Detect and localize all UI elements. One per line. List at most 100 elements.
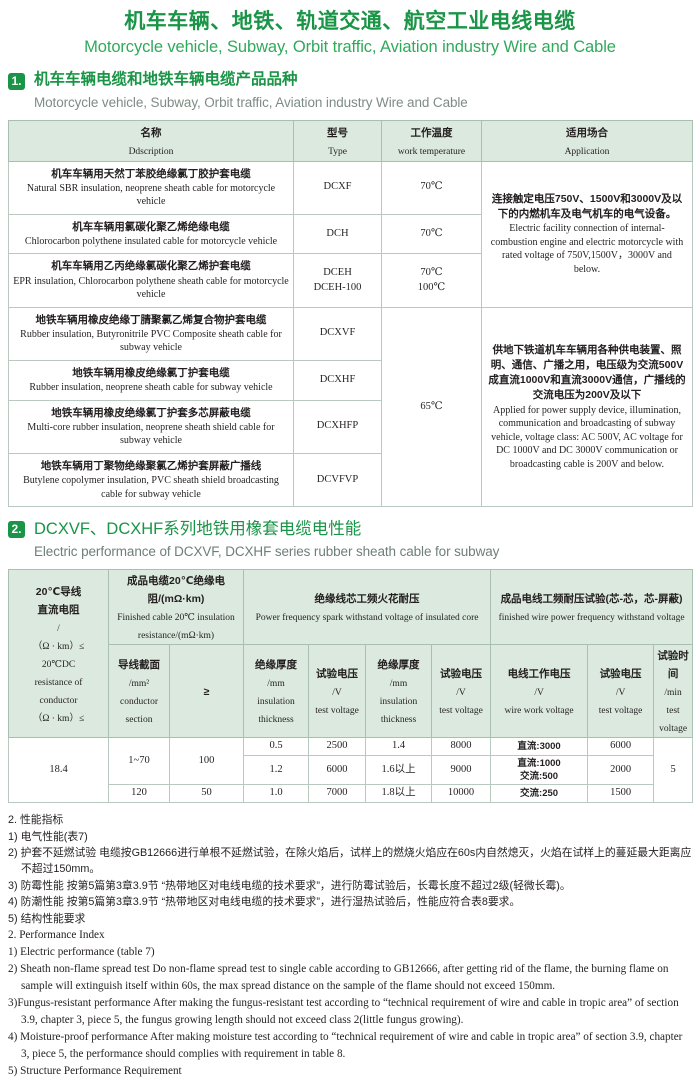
cell-dc-resistance: 18.4 xyxy=(8,737,109,804)
cell-spark-thickness: 1.0 xyxy=(243,784,310,804)
description-cn: 地铁车辆用丁聚物绝缘聚氯乙烯护套屏蔽广播线 xyxy=(40,459,262,472)
cell-description: 地铁车辆用丁聚物绝缘聚氯乙烯护套屏蔽广播线 Butylene copolymer… xyxy=(8,452,294,508)
col-header-description: 名称 Ddscription xyxy=(8,119,294,162)
table-row: 机车车辆用天然丁苯胶绝缘氯丁胶护套电缆 Natural SBR insulati… xyxy=(8,160,693,308)
group-header-finished-wire-en: finished wire power frequency withstand … xyxy=(498,613,685,624)
col-header-type-cn: 型号 xyxy=(327,126,348,139)
resistance-en-line2: conductor xyxy=(39,695,78,706)
cell-temperature: 70℃ xyxy=(381,160,482,215)
sub-header-test-voltage-en: test voltage xyxy=(439,706,483,717)
application-en: Electric facility connection of internal… xyxy=(490,223,684,275)
sub-header-spark-test-voltage-cn: 试验电压 xyxy=(316,668,359,681)
resistance-cn-line3: （Ω · km）≤ xyxy=(32,641,85,652)
catalog-page: 机车车辆、地铁、轨道交通、航空工业电线电缆 Motorcycle vehicle… xyxy=(8,0,694,1077)
sub-header-insulation-thickness-en: insulation thickness xyxy=(379,697,418,726)
table-row: 地铁车辆用橡皮绝缘氯丁护套多芯屏蔽电缆 Multi-core rubber in… xyxy=(8,399,693,454)
table-products-header-row: 名称 Ddscription 型号 Type 工作温度 work tempera… xyxy=(8,119,693,162)
cell-insulation-resistance: 100 xyxy=(168,737,245,786)
work-voltage-line1: 交流:250 xyxy=(520,788,559,800)
application-cn: 供地下铁道机车车辆用各种供电装置、照明、通信、广播之用，电压级为交流500V成直… xyxy=(488,343,686,402)
cell-type: DCXHF xyxy=(293,359,382,401)
table-row: 机车车辆用乙丙绝缘氯碳化聚乙烯护套电缆 EPR insulation, Chlo… xyxy=(8,253,693,308)
cell-insulation-voltage: 8000 xyxy=(431,737,492,756)
sub-header-insulation-thickness-unit: /mm xyxy=(389,679,408,690)
col-header-type-en: Type xyxy=(328,146,347,157)
cell-type: DCXHFP xyxy=(293,399,382,454)
col-header-temperature: 工作温度 work temperature xyxy=(381,119,482,162)
table-performance-group-header-row: 20℃导线 直流电阻 / （Ω · km）≤ 20℃DC resistance … xyxy=(8,569,694,739)
sub-header-test-voltage-cn: 试验电压 xyxy=(440,668,483,681)
table-performance-sub-header-row: 导线截面 /mm² conductor section ≥ 绝缘厚度 /mm i… xyxy=(9,644,694,739)
section-title-en-2: Electric performance of DCXVF, DCXHF ser… xyxy=(34,544,500,560)
notes-cn-item-5: 5) 结构性能要求 xyxy=(8,912,86,925)
cell-test-time: 5 xyxy=(653,737,694,804)
masthead: 机车车辆、地铁、轨道交通、航空工业电线电缆 Motorcycle vehicle… xyxy=(8,0,692,59)
sub-header-conductor-section-cn: 导线截面 xyxy=(118,659,160,672)
notes-en-item-2: 2) Sheath non-flame spread test Do non-f… xyxy=(8,963,669,993)
description-en: Butylene copolymer insulation, PVC sheat… xyxy=(23,475,279,500)
col-header-application: 适用场合 Application xyxy=(481,119,693,162)
notes-en-title: 2. Performance Index xyxy=(8,929,105,941)
cell-description: 机车车辆用乙丙绝缘氯碳化聚乙烯护套电缆 EPR insulation, Chlo… xyxy=(8,253,294,308)
sub-header-wire-work-voltage: 电线工作电压 /V wire work voltage xyxy=(490,644,589,739)
table-row: 地铁车辆用橡皮绝缘丁腈聚氯乙烯复合物护套电缆 Rubber insulation… xyxy=(8,306,693,508)
sub-header-wire-work-voltage-cn: 电线工作电压 xyxy=(507,668,571,681)
sub-header-ge-symbol: ≥ xyxy=(203,686,210,699)
group-header-spark-withstand: 绝缘线芯工频火花耐压 Power frequency spark withsta… xyxy=(243,569,492,646)
col-header-temperature-cn: 工作温度 xyxy=(410,126,453,139)
cell-description: 地铁车辆用橡皮绝缘氯丁护套电缆 Rubber insulation, neopr… xyxy=(8,359,294,401)
sub-header-conductor-section-en: conductor section xyxy=(120,697,158,726)
sub-header-insulation-thickness-cn: 绝缘厚度 xyxy=(377,659,420,672)
cell-spark-voltage: 7000 xyxy=(308,784,367,804)
cell-insulation-thickness: 1.6以上 xyxy=(365,754,433,786)
sub-header-test-time-cn: 试验时间 xyxy=(657,650,689,681)
cell-work-voltage: 直流:1000 交流:500 xyxy=(490,754,589,786)
sub-header-test-time: 试验时间 /min test voltage xyxy=(653,644,694,739)
group-header-insulation-resistance-en: Finished cable 20℃ insulation resistance… xyxy=(117,613,235,642)
table-row: 1.2 6000 1.6以上 9000 直流:1000 交流:500 2000 xyxy=(9,754,693,786)
resistance-cn-line4: 20℃DC xyxy=(41,659,76,670)
sub-header-spark-insulation-thickness-cn: 绝缘厚度 xyxy=(255,659,298,672)
sub-header-ge: ≥ xyxy=(168,644,245,739)
sub-header-spark-test-voltage-en: test voltage xyxy=(315,706,359,717)
table-products: 名称 Ddscription 型号 Type 工作温度 work tempera… xyxy=(8,119,693,508)
sub-header-finished-test-voltage: 试验电压 /V test voltage xyxy=(587,644,655,739)
section-heading-2: 2. DCXVF、DCXHF系列地铁用橡套电缆电性能 Electric perf… xyxy=(8,518,692,562)
section-title-en-1: Motorcycle vehicle, Subway, Orbit traffi… xyxy=(34,94,468,110)
notes-cn-item-2: 2) 护套不延燃试验 电缆按GB12666进行单根不延燃试验，在除火焰后，试样上… xyxy=(8,846,692,876)
cell-test-voltage: 1500 xyxy=(587,784,655,804)
notes-en-item-4: 4) Moisture-proof performance After maki… xyxy=(8,1031,683,1061)
description-cn: 机车车辆用天然丁苯胶绝缘氯丁胶护套电缆 xyxy=(51,167,251,180)
description-en: Natural SBR insulation, neoprene sheath … xyxy=(26,182,276,208)
sub-header-wire-work-voltage-en: wire work voltage xyxy=(504,706,574,717)
notes-cn-item-1: 1) 电气性能(表7) xyxy=(8,830,88,843)
cell-description: 机车车辆用氯碳化聚乙烯绝缘电缆 Chlorocarbon polythene i… xyxy=(8,213,294,255)
notes-cn-item-4: 4) 防潮性能 按第5篇第3章3.9节 “热带地区对电线电缆的技术要求”，进行湿… xyxy=(8,896,521,909)
section-heading-1: 1. 机车车辆电缆和地铁车辆电缆产品品种 Motorcycle vehicle,… xyxy=(8,70,692,113)
resistance-cn-line1: 20℃导线 xyxy=(35,585,82,598)
sub-header-finished-test-voltage-unit: /V xyxy=(615,688,626,699)
table-row: 地铁车辆用丁聚物绝缘聚氯乙烯护套屏蔽广播线 Butylene copolymer… xyxy=(8,452,693,508)
sub-header-test-voltage-unit: /V xyxy=(456,688,466,699)
table-row: 机车车辆用氯碳化聚乙烯绝缘电缆 Chlorocarbon polythene i… xyxy=(8,213,693,255)
group-header-finished-wire: 成品电线工频耐压试验(芯-芯，芯-屏蔽) finished wire power… xyxy=(490,569,694,646)
cell-test-voltage: 2000 xyxy=(587,754,655,786)
description-cn: 地铁车辆用橡皮绝缘氯丁护套多芯屏蔽电缆 xyxy=(51,406,251,419)
table-performance: 20℃导线 直流电阻 / （Ω · km）≤ 20℃DC resistance … xyxy=(8,569,694,804)
col-header-type: 型号 Type xyxy=(293,119,382,162)
sub-header-test-voltage: 试验电压 /V test voltage xyxy=(431,644,492,739)
page-title-cn: 机车车辆、地铁、轨道交通、航空工业电线电缆 xyxy=(124,10,576,33)
sub-header-test-time-en: test voltage xyxy=(659,706,688,735)
notes-block: 2. 性能指标 1) 电气性能(表7) 2) 护套不延燃试验 电缆按GB1266… xyxy=(8,812,692,1080)
col-header-application-en: Application xyxy=(564,146,610,157)
work-voltage-line2: 交流:500 xyxy=(520,771,559,783)
sub-header-finished-test-voltage-cn: 试验电压 xyxy=(599,668,642,681)
group-header-finished-wire-cn: 成品电线工频耐压试验(芯-芯，芯-屏蔽) xyxy=(500,593,683,606)
cell-description: 地铁车辆用橡皮绝缘丁腈聚氯乙烯复合物护套电缆 Rubber insulation… xyxy=(8,306,294,361)
sub-header-test-time-unit: /min xyxy=(664,688,682,699)
section-title-cn-1: 机车车辆电缆和地铁车辆电缆产品品种 xyxy=(34,70,298,88)
resistance-cn-line2: 直流电阻 xyxy=(37,603,80,616)
cell-conductor-section: 120 xyxy=(108,784,170,804)
cell-temperature: 70℃ 100℃ xyxy=(381,253,482,308)
cell-type: DCH xyxy=(293,213,382,255)
